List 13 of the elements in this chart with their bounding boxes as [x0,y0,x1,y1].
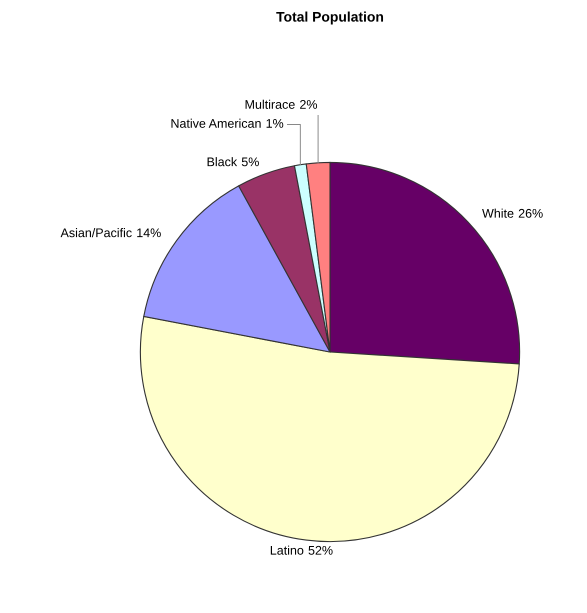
slice-label: Native American [171,118,261,128]
slice-label: Latino [270,546,304,555]
data-label: 14% [137,228,161,238]
slice-label: Asian/Pacific [60,228,132,238]
data-label: 5% [242,157,259,166]
slice-label: White [482,208,514,218]
chart-title: Total Population [276,12,384,24]
slice-label: Black [208,157,238,166]
data-label: 2% [300,100,318,109]
data-label: 1% [266,119,284,128]
data-label: 26% [518,208,543,218]
data-label: 52% [308,546,333,555]
slice-label: Multirace [246,100,295,109]
